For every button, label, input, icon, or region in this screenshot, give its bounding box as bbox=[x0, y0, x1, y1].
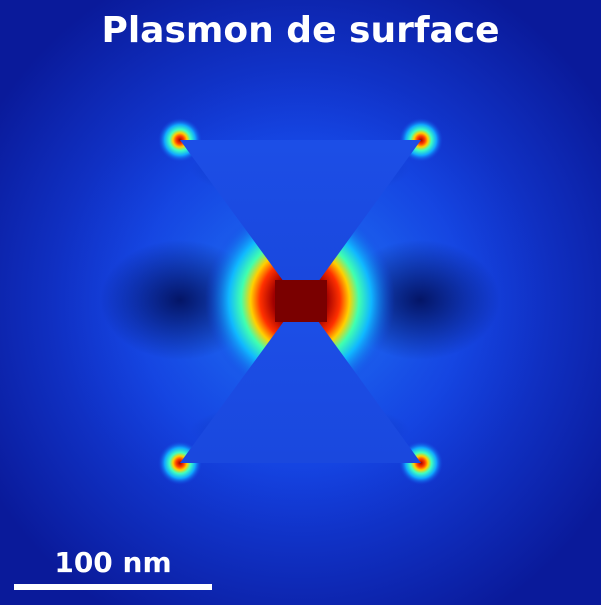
scale-bar-line bbox=[14, 584, 212, 590]
nanotriangle-bottom bbox=[180, 321, 421, 463]
nanotriangle-top bbox=[180, 140, 421, 282]
gap-core bbox=[275, 280, 327, 322]
scale-bar: 100 nm bbox=[14, 546, 212, 596]
figure-title: Plasmon de surface bbox=[101, 10, 500, 51]
scale-bar-label: 100 nm bbox=[54, 546, 172, 579]
